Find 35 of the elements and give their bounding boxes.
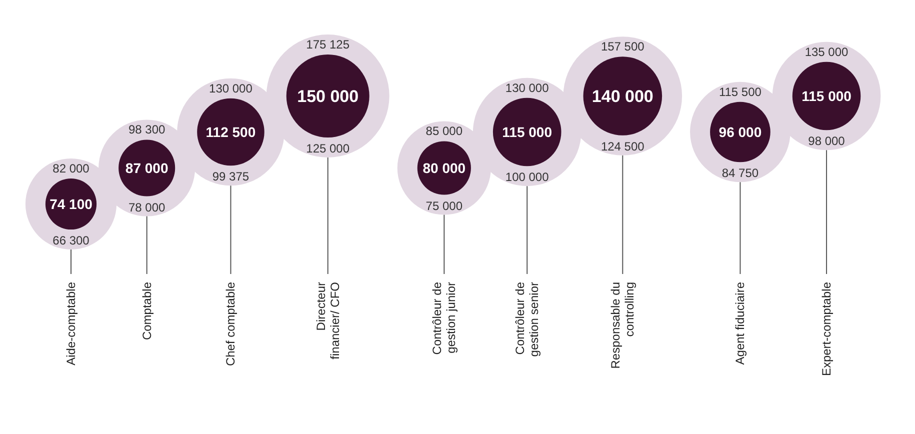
data-label: 66 300 [52,234,90,248]
data-label: 84 750 [722,166,759,180]
data-label: 115 500 [718,84,762,99]
data-label: 125 000 [306,142,350,156]
data-label: 98 300 [128,122,166,137]
data-label: 124 500 [600,139,645,154]
data-label: 112 500 [206,124,256,140]
data-label: 99 375 [212,170,250,184]
category-label: Directeur financier/ CFO [314,282,342,360]
data-label: 78 000 [128,200,166,214]
data-label: 74 100 [50,196,93,212]
data-label: 150 000 [297,86,359,106]
data-label: 98 000 [808,134,846,148]
data-label: 100 000 [505,170,550,184]
data-label: 87 000 [125,160,168,176]
data-label: 82 000 [52,161,90,176]
data-label: 130 000 [505,80,550,95]
data-label: 135 000 [804,44,849,59]
data-label: 140 000 [592,86,654,106]
data-label: 115 000 [502,124,552,140]
category-label: Agent fiduciaire [733,282,748,365]
data-label: 75 000 [426,198,463,213]
data-label: 130 000 [209,81,253,96]
data-label: 96 000 [718,124,762,140]
category-label: Aide-comptable [64,282,78,366]
data-label: 80 000 [422,160,466,176]
category-label: Chef comptable [224,282,238,366]
category-label: Responsable du controlling [608,282,637,369]
data-label: 157 500 [600,40,645,54]
category-label: Expert-comptable [820,282,834,376]
data-label: 85 000 [426,124,463,138]
category-label: Comptable [140,282,154,340]
category-label: Contrôleur de gestion junior [430,282,458,355]
data-label: 115 000 [802,88,852,104]
data-label: 175 125 [306,38,350,52]
